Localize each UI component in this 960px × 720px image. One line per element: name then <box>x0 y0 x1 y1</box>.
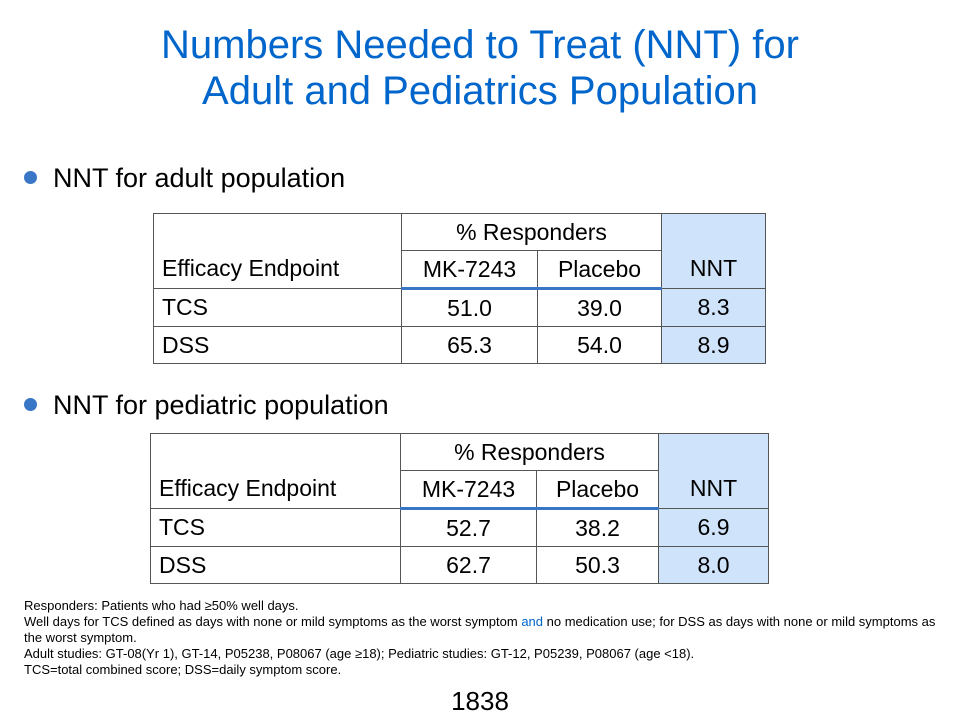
cell-nnt: 6.9 <box>658 508 770 547</box>
cell-nnt: 8.0 <box>658 546 770 584</box>
header-endpoint: Efficacy Endpoint <box>150 433 401 509</box>
table-header-row: Efficacy Endpoint % Responders NNT <box>153 213 767 289</box>
cell-placebo: 50.3 <box>535 546 660 584</box>
cell-endpoint: TCS <box>153 288 402 327</box>
table-row: TCS 51.0 39.0 8.3 <box>153 288 767 327</box>
footnote-studies: Adult studies: GT-08(Yr 1), GT-14, P0523… <box>24 646 695 661</box>
cell-endpoint: DSS <box>150 546 401 584</box>
footnotes: Responders: Patients who had ≥50% well d… <box>24 598 936 678</box>
table-row: DSS 65.3 54.0 8.9 <box>153 326 767 364</box>
cell-drug: 51.0 <box>401 288 538 327</box>
header-nnt: NNT <box>658 433 770 509</box>
header-placebo: Placebo <box>535 470 660 510</box>
pediatric-bullet: NNT for pediatric population <box>24 389 389 421</box>
footnote-well-days-part1: Well days for TCS defined as days with n… <box>24 614 522 629</box>
footnote-abbreviations: TCS=total combined score; DSS=daily symp… <box>24 662 342 677</box>
header-responders: % Responders <box>400 213 663 251</box>
cell-nnt: 8.9 <box>661 326 767 364</box>
cell-placebo: 54.0 <box>536 326 663 364</box>
adult-nnt-table: Efficacy Endpoint % Responders NNT MK-72… <box>153 213 767 364</box>
bullet-dot-icon <box>24 171 37 185</box>
cell-endpoint: DSS <box>153 326 402 364</box>
table-header-row: Efficacy Endpoint % Responders NNT <box>150 433 770 509</box>
page-number: 1838 <box>451 686 509 716</box>
pediatric-bullet-text: NNT for pediatric population <box>53 390 389 420</box>
table-row: TCS 52.7 38.2 6.9 <box>150 508 770 547</box>
pediatric-nnt-table: Efficacy Endpoint % Responders NNT MK-72… <box>150 433 770 584</box>
footnote-well-days: Well days for TCS defined as days with n… <box>24 614 936 646</box>
header-nnt: NNT <box>661 213 767 289</box>
cell-placebo: 38.2 <box>535 508 660 547</box>
footnote-well-days-part2: no medication use; for DSS as days with … <box>24 614 936 645</box>
cell-endpoint: TCS <box>150 508 401 547</box>
slide-title: Numbers Needed to Treat (NNT) for Adult … <box>0 22 960 114</box>
cell-drug: 65.3 <box>401 326 538 364</box>
cell-nnt: 8.3 <box>661 288 767 327</box>
slide-title-line2: Adult and Pediatrics Population <box>202 69 758 113</box>
adult-bullet-text: NNT for adult population <box>53 163 346 193</box>
footnote-responders: Responders: Patients who had ≥50% well d… <box>24 598 299 613</box>
header-drug: MK-7243 <box>400 470 537 510</box>
adult-bullet: NNT for adult population <box>24 162 345 194</box>
header-responders: % Responders <box>399 433 660 471</box>
cell-drug: 52.7 <box>400 508 537 547</box>
table-subheader-row: MK-7243 Placebo <box>154 250 766 290</box>
cell-placebo: 39.0 <box>536 288 663 327</box>
footnote-well-days-and: and <box>521 614 544 629</box>
header-drug: MK-7243 <box>401 250 538 290</box>
table-row: DSS 62.7 50.3 8.0 <box>150 546 770 584</box>
header-endpoint: Efficacy Endpoint <box>153 213 402 289</box>
table-subheader-row: MK-7243 Placebo <box>151 470 769 510</box>
slide-title-line1: Numbers Needed to Treat (NNT) for <box>161 23 799 67</box>
cell-drug: 62.7 <box>400 546 537 584</box>
header-placebo: Placebo <box>536 250 663 290</box>
bullet-dot-icon <box>24 398 37 412</box>
